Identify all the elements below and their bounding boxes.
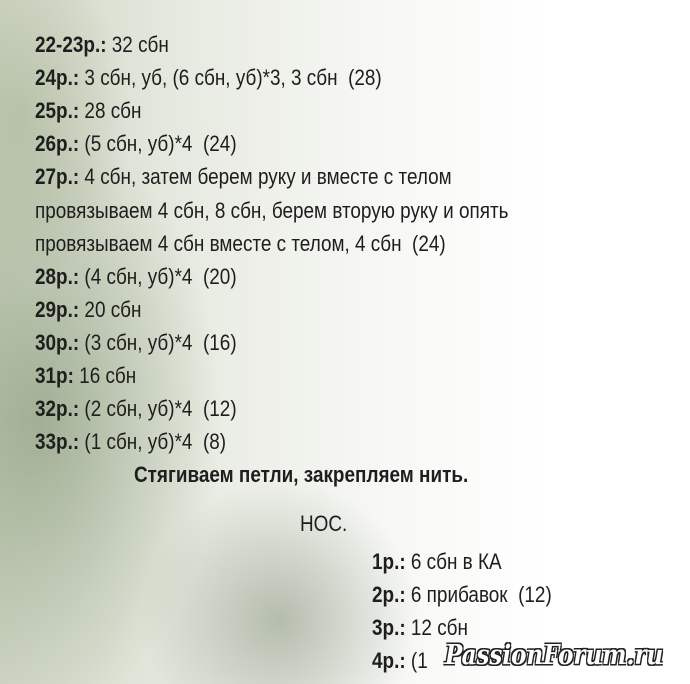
row-text: (1 сбн, уб)*4 (8) [79,429,227,455]
row-label: 25р.: [35,98,80,124]
pattern-row: провязываем 4 сбн, 8 сбн, берем вторую р… [35,198,508,224]
pattern-row: 32р.: (2 сбн, уб)*4 (12) [35,396,237,422]
row-label: 33р.: [35,429,80,455]
pattern-row: 28р.: (4 сбн, уб)*4 (20) [35,264,237,290]
row-label: 3р.: [372,615,406,640]
row-text: (5 сбн, уб)*4 (24) [79,131,237,157]
row-label: 27р.: [35,164,80,190]
pattern-row: 4р.: (1 [372,648,428,674]
pattern-row: 22-23р.: 32 сбн [35,32,169,58]
pattern-row: 26р.: (5 сбн, уб)*4 (24) [35,131,237,157]
row-text: (4 сбн, уб)*4 (20) [79,263,237,289]
row-label: 24р.: [35,65,80,91]
pattern-row: 31р: 16 сбн [35,363,136,389]
row-label: 29р.: [35,296,80,322]
pattern-row: 24р.: 3 сбн, уб, (6 сбн, уб)*3, 3 сбн (2… [35,65,382,91]
row-text: 3 сбн, уб, (6 сбн, уб)*3, 3 сбн (28) [79,65,382,91]
row-label: 28р.: [35,263,80,289]
row-label: 1р.: [372,549,406,574]
row-text: 16 сбн [73,363,137,388]
row-text: 28 сбн [79,98,142,124]
row-text: (3 сбн, уб)*4 (16) [79,329,237,355]
row-text: 20 сбн [79,296,142,322]
row-text: 6 прибавок (12) [405,582,552,607]
closing-instruction: Стягиваем петли, закрепляем нить. [134,462,469,487]
row-label: 4р.: [372,648,406,673]
row-label: 2р.: [372,582,406,607]
row-label: 31р: [35,363,74,388]
pattern-row: 29р.: 20 сбн [35,297,141,323]
pattern-row: 27р.: 4 сбн, затем берем руку и вместе с… [35,164,452,190]
row-text: 32 сбн [106,32,169,57]
row-label: 22-23р.: [35,32,107,57]
watermark-logo: PassionForum.ru [445,640,664,671]
pattern-row: 2р.: 6 прибавок (12) [372,582,552,608]
pattern-row: 33р.: (1 сбн, уб)*4 (8) [35,429,226,455]
row-label: 30р.: [35,329,80,355]
section-title: НОС. [300,511,348,536]
row-text: провязываем 4 сбн, 8 сбн, берем вторую р… [35,197,509,223]
pattern-row: 3р.: 12 сбн [372,615,468,641]
row-label: 32р.: [35,396,80,422]
row-text: (1 [405,648,428,673]
pattern-row: 30р.: (3 сбн, уб)*4 (16) [35,330,237,356]
row-text: провязываем 4 сбн вместе с телом, 4 сбн … [35,230,446,256]
row-text: (2 сбн, уб)*4 (12) [79,396,237,422]
row-text: 4 сбн, затем берем руку и вместе с телом [79,164,452,190]
row-text: 12 сбн [405,615,468,640]
row-text: 6 сбн в КА [405,549,502,574]
pattern-row: провязываем 4 сбн вместе с телом, 4 сбн … [35,231,446,257]
pattern-row: 1р.: 6 сбн в КА [372,549,502,575]
pattern-row: 25р.: 28 сбн [35,98,141,124]
row-label: 26р.: [35,131,80,157]
